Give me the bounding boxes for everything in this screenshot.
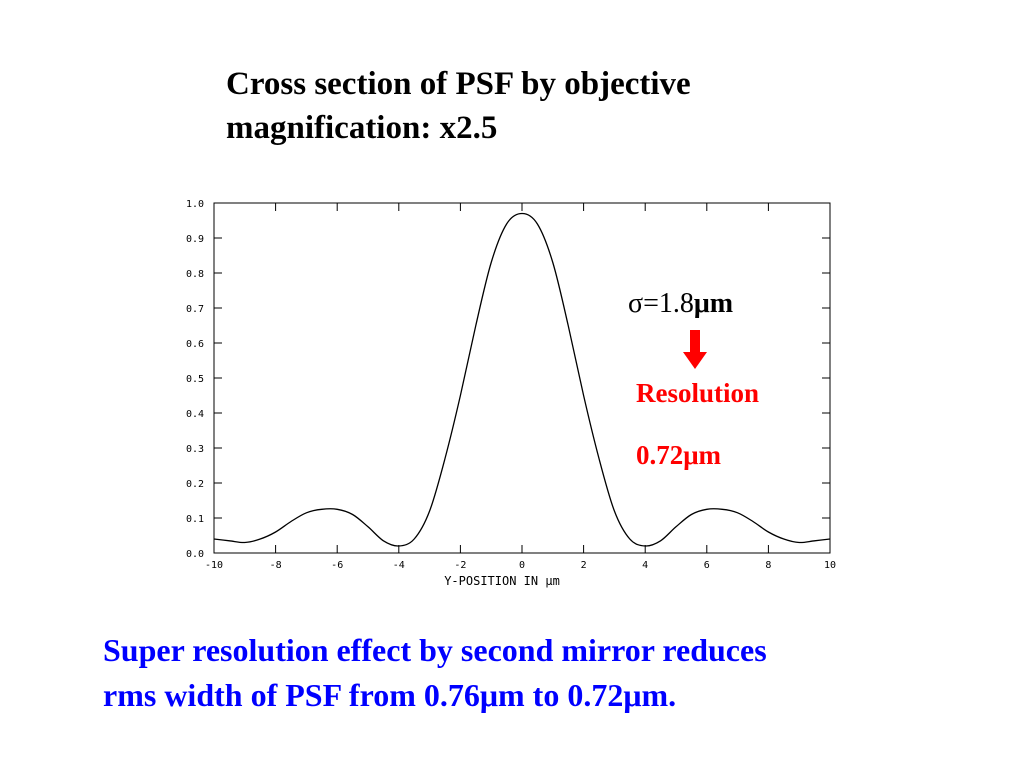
x-tick-label: 8 [765, 560, 771, 571]
x-tick-label: 6 [704, 560, 710, 571]
y-tick-label: 0.8 [186, 269, 204, 280]
sigma-unit: μm [693, 288, 734, 319]
y-tick-label: 0.9 [186, 234, 204, 245]
slide-title-line-1: Cross section of PSF by objective [226, 66, 691, 102]
y-tick-label: 0.0 [186, 549, 204, 560]
y-tick-label: 0.1 [186, 514, 204, 525]
x-tick-label: -8 [270, 560, 282, 571]
x-tick-label: -4 [393, 560, 405, 571]
x-tick-label: -2 [454, 560, 466, 571]
slide-title: Cross section of PSF by objective magnif… [226, 62, 866, 150]
x-axis-label: Y-POSITION IN μm [444, 574, 560, 588]
x-tick-label: 2 [581, 560, 587, 571]
y-tick-label: 0.5 [186, 374, 204, 385]
x-tick-label: 4 [642, 560, 648, 571]
psf-curve [213, 212, 831, 547]
y-tick-label: 0.6 [186, 339, 204, 350]
y-tick-label: 0.4 [186, 409, 204, 420]
x-tick-label: 0 [519, 560, 525, 571]
resolution-value: 0.72μm [636, 440, 722, 470]
down-arrow-icon [683, 330, 707, 369]
slide-title-line-2: magnification: x2.5 [226, 110, 498, 146]
x-tick-label: 10 [824, 560, 836, 571]
y-tick-label: 1.0 [186, 199, 204, 210]
resolution-label: Resolution [636, 378, 760, 408]
y-tick-label: 0.2 [186, 479, 204, 490]
x-tick-label: -6 [331, 560, 343, 571]
psf-cross-section-chart: 0.0 0.1 0.2 0.3 0.4 0.5 0.6 0.7 0.8 0.9 1.0 -10 -8 -6… [186, 199, 836, 588]
y-tick-label: 0.7 [186, 304, 204, 315]
caption-line-2: rms width of PSF from 0.76μm to 0.72μm. [103, 677, 677, 713]
sigma-value: σ=1.8 [628, 288, 694, 319]
x-tick-label: -10 [205, 560, 223, 571]
caption-line-1: Super resolution effect by second mirror… [103, 632, 767, 668]
sigma-annotation: σ=1.8μm [628, 288, 733, 320]
y-tick-label: 0.3 [186, 444, 204, 455]
caption: Super resolution effect by second mirror… [103, 628, 1003, 718]
